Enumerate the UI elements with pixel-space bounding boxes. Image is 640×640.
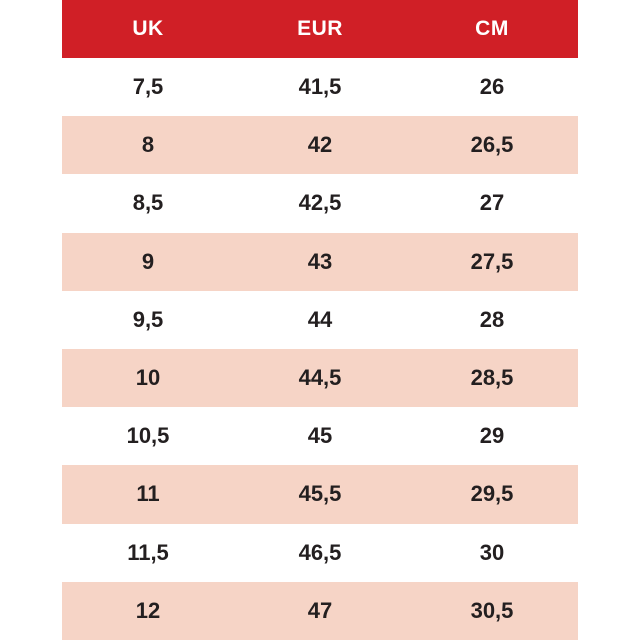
size-cell: 44 <box>307 306 333 332</box>
header-row: UK EUR CM <box>62 0 578 58</box>
size-cell: 10 <box>135 365 161 391</box>
size-cell: 29 <box>479 423 505 449</box>
table-row: 10,5 45 29 <box>62 407 578 466</box>
size-cell: 8 <box>141 132 155 158</box>
table-row: 10 44,5 28,5 <box>62 348 578 408</box>
size-cell: 27,5 <box>470 248 514 274</box>
table-row: 8,5 42,5 27 <box>62 174 578 233</box>
table-row: 7,5 41,5 26 <box>62 58 578 117</box>
size-cell: 9,5 <box>132 306 164 332</box>
size-cell: 44,5 <box>298 365 342 391</box>
size-cell: 12 <box>135 597 161 623</box>
column-header-uk: UK <box>62 0 234 58</box>
table-row: 9 43 27,5 <box>62 232 578 291</box>
size-cell: 45 <box>307 423 333 449</box>
size-cell: 28,5 <box>470 365 514 391</box>
table-row: 9,5 44 28 <box>62 290 578 349</box>
size-cell: 29,5 <box>470 481 514 507</box>
size-cell: 10,5 <box>126 423 170 449</box>
size-cell: 8,5 <box>132 190 164 216</box>
size-cell: 42,5 <box>298 190 342 216</box>
size-cell: 26 <box>479 74 505 100</box>
column-header-cm: CM <box>406 0 578 58</box>
size-cell: 30,5 <box>470 597 514 623</box>
size-cell: 41,5 <box>298 74 342 100</box>
table-header: UK EUR CM <box>62 0 578 58</box>
table-body: 7,5 41,5 26 8 42 26,5 8,5 42,5 27 9 43 27,5 9,5 44 28 1… <box>62 58 578 640</box>
size-cell: 30 <box>479 539 505 565</box>
size-cell: 28 <box>479 306 505 332</box>
table-row: 11 45,5 29,5 <box>62 465 578 524</box>
table-row: 8 42 26,5 <box>62 116 578 175</box>
size-cell: 9 <box>141 248 155 274</box>
column-header-eur: EUR <box>234 0 406 58</box>
table-row: 11,5 46,5 30 <box>62 523 578 582</box>
size-cell: 43 <box>307 248 333 274</box>
size-cell: 7,5 <box>132 74 164 100</box>
size-cell: 11 <box>136 481 160 507</box>
size-cell: 11,5 <box>127 539 169 565</box>
table-row: 12 47 30,5 <box>62 581 578 640</box>
size-cell: 26,5 <box>470 132 514 158</box>
size-cell: 46,5 <box>298 539 342 565</box>
size-cell: 42 <box>307 132 333 158</box>
size-cell: 45,5 <box>298 481 342 507</box>
size-cell: 27 <box>479 190 505 216</box>
size-cell: 47 <box>307 597 333 623</box>
size-conversion-table: UK EUR CM 7,5 41,5 26 8 42 26,5 8,5 42,5 27 9 43 27,5… <box>62 0 578 640</box>
